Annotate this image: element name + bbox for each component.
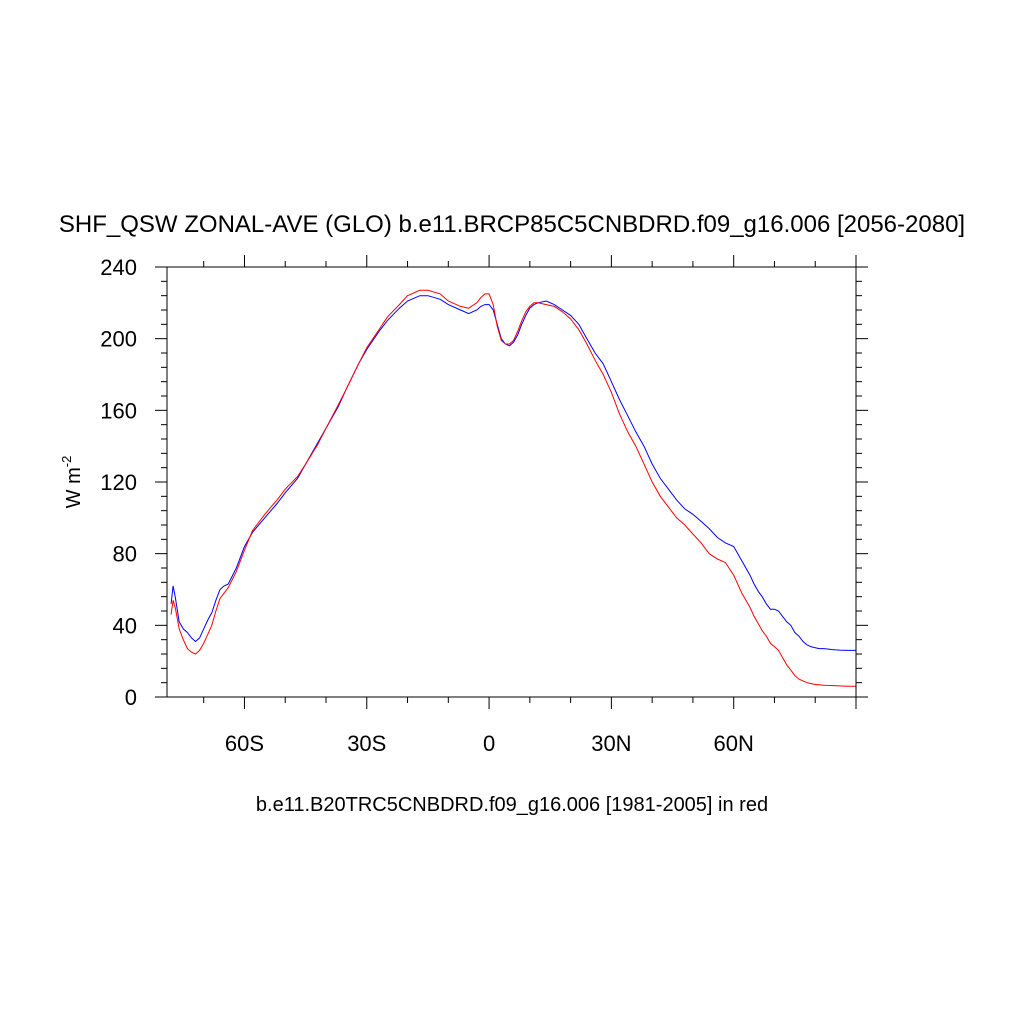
chart-title: SHF_QSW ZONAL-AVE (GLO) b.e11.BRCP85C5CN…	[59, 211, 965, 238]
plot-frame	[166, 266, 857, 698]
y-tick-label: 240	[100, 255, 137, 280]
y-tick-label: 80	[113, 542, 137, 567]
x-axis-label: b.e11.B20TRC5CNBDRD.f09_g16.006 [1981-20…	[256, 794, 768, 816]
series-line-1	[170, 295, 856, 651]
x-tick-label: 30S	[347, 731, 386, 756]
plot-area: 0 40 80 120 160 200 240 60S 30S 0 30N 60N	[100, 255, 868, 756]
y-axis-label-main: W m	[63, 467, 85, 508]
y-tick-label: 0	[125, 685, 137, 710]
svg-text:W m-2: W m-2	[59, 456, 85, 509]
series-line-2	[170, 289, 856, 687]
x-tick-label: 0	[483, 731, 495, 756]
x-tick-label: 60N	[714, 731, 754, 756]
y-axis-label: W m-2	[59, 456, 85, 509]
x-tick-label: 30N	[591, 731, 631, 756]
y-axis-label-exponent: -2	[59, 456, 74, 468]
x-tick-label: 60S	[225, 731, 264, 756]
y-tick-label: 40	[113, 613, 137, 638]
y-tick-label: 160	[100, 398, 137, 423]
y-tick-label: 120	[100, 470, 137, 495]
y-tick-label: 200	[100, 327, 137, 352]
